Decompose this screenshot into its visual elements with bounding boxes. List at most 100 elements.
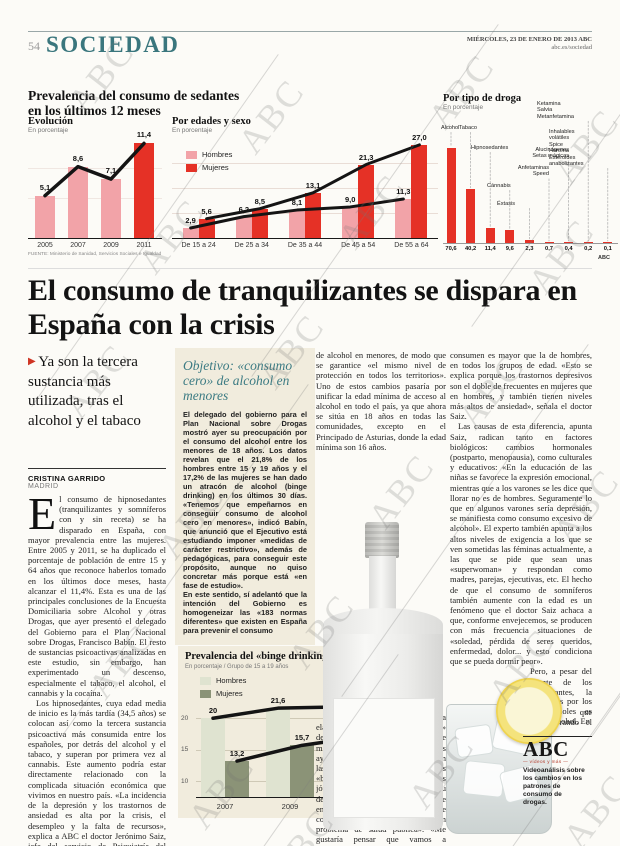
category-label: Alcohol <box>441 125 460 131</box>
y-axis-tick: 20 <box>181 714 189 722</box>
bottle-photo <box>303 522 453 834</box>
category-label: Hipnosedantes <box>471 145 509 151</box>
article-paragraph: consumen es mayor que la de hombres, en … <box>450 350 592 422</box>
bar-value-label: 0,7 <box>544 246 554 252</box>
bar <box>289 210 305 238</box>
bar <box>182 228 199 238</box>
legend-swatch-hombres <box>186 150 197 159</box>
sidebar-box: Objetivo: «consumo cero» de alcohol en m… <box>175 348 315 645</box>
bar <box>603 242 613 243</box>
chart-droga: Por tipo de droga En porcentaje 70,6 Alco… <box>441 93 620 271</box>
category-label: Inhalables volátiles Spice Heroína Esteroide… <box>549 129 584 168</box>
article-paragraph: Las causas de esta diferencia, apunta Sa… <box>450 421 592 667</box>
byline-rule <box>28 468 166 469</box>
article-paragraph: de alcohol en menores, de modo que se ga… <box>316 350 446 452</box>
bar <box>395 199 412 238</box>
watermark-line <box>591 384 620 737</box>
category-label: Ketamina Salvia Metanfetamina <box>537 101 575 120</box>
gridline <box>172 163 438 164</box>
bar-value-label: 11,4 <box>484 246 496 252</box>
bar-value-label: 21,6 <box>270 696 286 706</box>
gridline <box>28 198 162 199</box>
article-column-4: consumen es mayor que la de hombres, en … <box>450 350 592 750</box>
ice-cube <box>462 760 506 798</box>
bar <box>505 230 515 243</box>
chart-edades-unit: En porcentaje <box>172 127 213 134</box>
legend-swatch-mujeres <box>186 163 197 172</box>
chart-binge-legend: Hombres Mujeres <box>200 676 246 702</box>
bar <box>251 208 268 238</box>
standfirst-text: Ya son la tercera sustancia más utilizad… <box>28 354 141 429</box>
photo-spacer <box>390 452 434 522</box>
chart-binge-title: Prevalencia del «binge drinking» <box>185 651 333 662</box>
bar <box>305 192 321 238</box>
section-title: SOCIEDAD <box>46 32 180 57</box>
x-axis-label: 2009 <box>103 242 119 249</box>
chart-edades: Por edades y sexo En porcentaje Hombres … <box>172 116 438 266</box>
bar <box>446 147 456 243</box>
x-axis-label: 2007 <box>70 242 86 249</box>
byline-location: MADRID <box>28 483 59 490</box>
category-label: Anfetaminas Speed <box>517 165 549 178</box>
bar <box>544 242 554 243</box>
bar <box>485 227 495 243</box>
bar <box>201 718 225 797</box>
bar <box>235 216 252 238</box>
legend-label-hombres: Hombres <box>216 676 247 685</box>
bar <box>35 195 55 238</box>
promo-tagline: — vídeos y más — <box>523 759 569 764</box>
chart-evolucion-unit: En porcentaje <box>28 127 69 134</box>
x-axis-label: De 45 a 54 <box>341 242 376 249</box>
photo-spacer <box>434 452 446 480</box>
dropcap: E <box>28 494 57 539</box>
chart-edades-title: Por edades y sexo <box>172 116 251 127</box>
bar-value-label: 70,6 <box>445 246 457 252</box>
sidebar-box-paragraph: En este sentido, sí adelantó que la inte… <box>183 590 307 635</box>
bar-value-label: 9,6 <box>505 246 514 252</box>
bar-value-label: 27,0 <box>412 132 427 142</box>
bar-value-label: 0,1 <box>603 246 612 252</box>
bottle-neck <box>369 556 396 614</box>
bar <box>411 144 428 238</box>
headline: El consumo de tranquilizantes se dispara… <box>28 274 577 341</box>
x-axis-label: De 15 a 24 <box>181 242 216 249</box>
category-label: Tabaco <box>459 125 478 131</box>
legend-swatch-mujeres <box>200 689 211 698</box>
header-date-block: MIÉRCOLES, 23 DE ENERO DE 2013 ABC abc.e… <box>380 36 592 52</box>
chart-droga-plot: 70,6 Alcohol 40,2 Tabaco 11,4 Hipnosedantes 9,… <box>441 101 618 252</box>
promo-box: ABC — vídeos y más — Videoanálisis sobre… <box>523 736 592 807</box>
infographic-title: Prevalencia del consumo de sedantes en l… <box>28 88 240 118</box>
bar-value-label: 21,3 <box>358 152 374 162</box>
chart-droga-title: Por tipo de droga <box>443 93 522 104</box>
article-column-4-tail: midas por los españoles es el alcohol. E… <box>543 696 592 727</box>
bar <box>225 761 249 797</box>
x-axis-label: 2011 <box>136 242 152 249</box>
standfirst: ▶ Ya son la tercera sustancia más utiliz… <box>28 352 168 431</box>
section-divider <box>28 268 592 269</box>
x-axis-label: De 25 a 34 <box>234 242 269 249</box>
page-number: 54 <box>28 39 40 53</box>
legend-label-mujeres: Mujeres <box>216 689 243 698</box>
chart-credit: ABC <box>598 255 610 261</box>
promo-text: Videoanálisis sobre los cambios en los p… <box>523 767 585 806</box>
bar-value-label: 11,4 <box>136 130 152 140</box>
chart-droga-unit: En porcentaje <box>443 104 484 111</box>
header-rule <box>28 31 592 32</box>
sidebar-box-paragraph: El delegado del gobierno para el Plan Na… <box>183 410 307 590</box>
category-label: Éxtasis <box>497 201 516 207</box>
chart-evolucion: Evolución En porcentaje 5,1 2005 8,6 2007 7,… <box>28 116 168 266</box>
bar-value-label: 0,2 <box>584 246 593 252</box>
bar-value-label: 40,2 <box>464 246 477 252</box>
bar <box>134 143 154 238</box>
x-axis-label: 2007 <box>216 802 234 811</box>
abc-logo: ABC <box>523 737 569 761</box>
chart-evolucion-plot: 5,1 2005 8,6 2007 7,1 2009 11,4 2011 <box>28 130 162 249</box>
bar <box>564 242 574 243</box>
byline-author: CRISTINA GARRIDO <box>28 474 106 483</box>
bar <box>524 239 534 243</box>
x-axis-label: De 55 a 64 <box>394 242 429 249</box>
category-label: Alucinógenos Setas mágicas <box>532 147 569 160</box>
